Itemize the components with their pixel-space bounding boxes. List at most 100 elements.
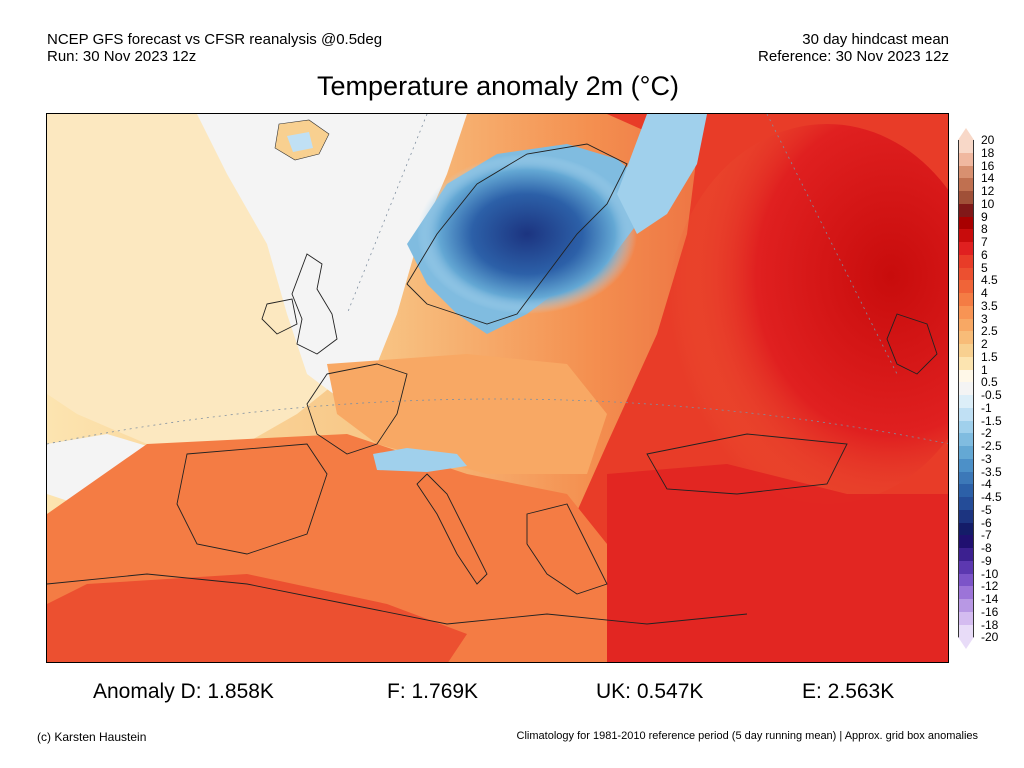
colorbar-cell	[958, 140, 974, 154]
colorbar-cell	[958, 395, 974, 409]
colorbar-cell	[958, 369, 974, 383]
scandinavia-cold-core	[417, 154, 637, 314]
black-sea-coastline	[646, 433, 848, 495]
colorbar-label: 1	[981, 362, 988, 377]
colorbar-label: -4	[981, 477, 992, 492]
colorbar-label: -0.5	[981, 388, 1002, 402]
colorbar-label: -18	[981, 617, 999, 632]
colorbar-label: -6	[981, 515, 992, 530]
turkey-middle-east-warm	[607, 464, 948, 662]
colorbar-label: -12	[981, 579, 999, 594]
north-africa-warm	[47, 574, 467, 662]
run-time: Run: 30 Nov 2023 12z	[47, 48, 197, 65]
colorbar-cell	[958, 254, 974, 268]
colorbar-cell	[958, 484, 974, 498]
iceland-cold-spot	[287, 132, 313, 152]
coastlines	[47, 143, 938, 625]
reference-time: Reference: 30 Nov 2023 12z	[758, 48, 949, 65]
colorbar-cell	[958, 560, 974, 574]
colorbar-cell	[958, 242, 974, 256]
britain-coastline	[291, 253, 338, 355]
ireland-coastline	[261, 298, 298, 335]
colorbar-label: 7	[981, 235, 988, 249]
colorbar-label: -4.5	[981, 490, 1002, 504]
colorbar-cell	[958, 471, 974, 485]
colorbar-cell	[958, 165, 974, 179]
anomaly-map	[46, 113, 949, 663]
stat-e: E: 2.563K	[802, 680, 895, 703]
map-title: Temperature anomaly 2m (°C)	[317, 71, 679, 101]
central-europe	[327, 354, 607, 474]
colorbar-label: -2	[981, 426, 992, 441]
colorbar-cell	[958, 293, 974, 307]
colorbar-cell	[958, 420, 974, 434]
colorbar-cell	[958, 458, 974, 472]
colorbar-label: 5	[981, 260, 988, 275]
colorbar-cell	[958, 216, 974, 230]
colorbar-cell	[958, 178, 974, 192]
colorbar-cell	[958, 203, 974, 217]
colorbar-cell	[958, 280, 974, 294]
stat-f: F: 1.769K	[387, 680, 479, 703]
colorbar-label: 1.5	[981, 349, 998, 364]
colorbar-cell	[958, 611, 974, 625]
colorbar-cell	[958, 331, 974, 345]
colorbar-cell	[958, 535, 974, 549]
iberia-coastline	[176, 443, 328, 555]
graticule-line	[47, 398, 948, 445]
colorbar-max-arrow	[958, 128, 974, 140]
copyright: (c) Karsten Haustein	[37, 730, 147, 744]
climatology-note: Climatology for 1981-2010 reference peri…	[516, 730, 978, 742]
colorbar-label: -10	[981, 566, 999, 581]
colorbar-label: -3	[981, 451, 992, 466]
colorbar-cell	[958, 586, 974, 600]
colorbar-cell	[958, 599, 974, 613]
colorbar-cell	[958, 382, 974, 396]
alps-cold-band	[373, 448, 467, 472]
colorbar-cell	[958, 318, 974, 332]
colorbar-cell	[958, 152, 974, 166]
colorbar-cell	[958, 433, 974, 447]
colorbar-label: -2.5	[981, 439, 1002, 453]
colorbar-cell	[958, 624, 974, 638]
colorbar-label: -9	[981, 553, 992, 568]
colorbar-cell	[958, 446, 974, 460]
balkans-coastline	[526, 503, 608, 595]
colorbar-label: 12	[981, 184, 995, 198]
colorbar-label: 20	[981, 133, 995, 147]
header-right: 30 day hindcast mean Reference: 30 Nov 2…	[758, 31, 949, 65]
scandinavia-coastline	[406, 143, 628, 325]
colorbar-cell	[958, 509, 974, 523]
colorbar-cell	[958, 191, 974, 205]
colorbar-min-arrow	[958, 637, 974, 650]
colorbar-label: -20	[981, 630, 999, 645]
colorbar-cell	[958, 407, 974, 421]
model-description: NCEP GFS forecast vs CFSR reanalysis @0.…	[47, 31, 383, 48]
colorbar-label: 8	[981, 222, 988, 237]
colorbar-cell	[958, 356, 974, 370]
colorbar-cell	[958, 573, 974, 587]
colorbar-cell	[958, 497, 974, 511]
colorbar-label: -5	[981, 502, 992, 517]
colorbar-label: 14	[981, 171, 995, 186]
colorbar-label: 18	[981, 145, 995, 160]
colorbar-cell	[958, 522, 974, 536]
colorbar-label: -1	[981, 400, 992, 415]
north-sea-neutral-zone	[197, 114, 467, 404]
russia-hotspot	[667, 124, 948, 504]
caspian-coastline	[886, 313, 938, 375]
colorbar-label: 4	[981, 286, 988, 300]
italy-coastline	[416, 473, 488, 585]
colorbar-label: -7	[981, 528, 992, 543]
colorbar-label: 4.5	[981, 273, 998, 288]
anomaly-map-canvas	[47, 114, 948, 662]
northeast-cold-patch	[617, 114, 707, 234]
colorbar-label: 0.5	[981, 375, 998, 390]
colorbar-label: 3	[981, 311, 988, 326]
colorbar-cell	[958, 267, 974, 281]
colorbar-label: 2	[981, 337, 988, 351]
colorbar-label: 2.5	[981, 324, 998, 339]
colorbar-label: -3.5	[981, 464, 1002, 479]
colorbar-label: 9	[981, 209, 988, 224]
colorbar-cell	[958, 548, 974, 562]
